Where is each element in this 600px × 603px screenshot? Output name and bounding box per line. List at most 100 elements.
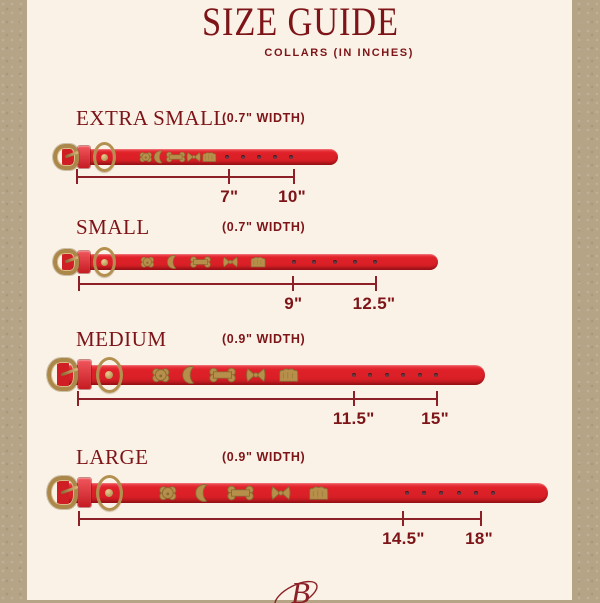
collar-keeper (78, 478, 91, 507)
max-size-label: 15" (421, 409, 449, 428)
tick-mark-min (292, 276, 295, 291)
collar-holes (352, 373, 438, 377)
collar-buckle-icon (47, 476, 78, 509)
collar-hole (257, 155, 261, 159)
collar-hole (273, 155, 277, 159)
collar-hole (352, 260, 357, 264)
collar-hole (490, 491, 495, 495)
collar-keeper (78, 360, 91, 389)
min-size-label: 11.5" (332, 409, 375, 428)
collar-d-ring-icon (93, 247, 116, 277)
size-name: MEDIUM (76, 327, 167, 351)
tick-mark-max (436, 391, 438, 406)
charm-dog-head-icon (139, 152, 152, 163)
charm-bear-icon (308, 486, 328, 500)
collar-hole (439, 491, 444, 495)
collar-hole (241, 155, 245, 159)
size-name: SMALL (76, 215, 150, 239)
max-size-label: 10" (278, 187, 306, 206)
collar-buckle-icon (53, 144, 79, 170)
collar-hole (422, 491, 427, 495)
min-size-label: 7" (220, 187, 239, 206)
charm-bone-icon (227, 485, 255, 501)
charm-crescent-moon-icon (195, 484, 207, 502)
brand-logo-letter: B (291, 575, 310, 603)
charm-bow-icon (222, 256, 238, 268)
collar-keeper (78, 251, 90, 273)
collar-hole (401, 373, 406, 377)
collar-holes (225, 155, 293, 159)
brand-logo: B (274, 575, 318, 603)
charm-crescent-moon-icon (182, 366, 195, 384)
size-name: EXTRA SMALL (76, 106, 227, 130)
collar-hole (405, 491, 409, 495)
charm-bear-icon (250, 256, 266, 268)
width-label: (0.9" WIDTH) (222, 332, 306, 346)
collar-hole (433, 373, 438, 377)
max-size-label: 12.5" (352, 294, 396, 313)
collar-hole (473, 491, 478, 495)
collar-hole (225, 155, 229, 159)
collar-hole (456, 491, 461, 495)
collar-holes (405, 491, 495, 495)
measurement-scale: 9" 12.5" (78, 276, 395, 315)
collar-hole (373, 260, 377, 264)
charm-dog-head-icon (140, 256, 155, 268)
tick-mark-start (78, 276, 80, 291)
collar-strap (63, 149, 338, 165)
collar-charms (157, 484, 330, 502)
min-size-label: 9" (284, 294, 303, 313)
charm-crescent-moon-icon (154, 150, 163, 164)
collar-hole (289, 155, 293, 159)
tick-mark-min (352, 391, 355, 406)
collar-graphic-small (53, 246, 438, 278)
collar-graphic-extra-small (53, 141, 338, 173)
charm-bone-icon (209, 367, 236, 383)
size-row-medium: MEDIUM (0.9" WIDTH) (0, 327, 600, 439)
width-label: (0.9" WIDTH) (222, 450, 306, 464)
min-size-label: 14.5" (382, 529, 425, 548)
tick-mark-start (76, 169, 78, 184)
max-size-label: 18" (465, 529, 493, 548)
size-row-extra-small: EXTRA SMALL (0.7" WIDTH) (0, 106, 600, 218)
collar-d-ring-icon (96, 475, 123, 511)
charm-dog-head-icon (159, 486, 177, 501)
width-label: (0.7" WIDTH) (222, 111, 306, 125)
page-subtitle: COLLARS (IN INCHES) (264, 47, 414, 59)
collar-hole (384, 373, 389, 377)
collar-d-ring-icon (96, 357, 123, 393)
collar-charms (150, 366, 300, 384)
collar-hole (352, 373, 356, 377)
collar-graphic-medium (47, 356, 485, 394)
collar-strap (63, 254, 438, 270)
collar-buckle-icon (53, 249, 79, 275)
collar-charms (139, 255, 267, 269)
measurement-scale: 7" 10" (76, 169, 306, 208)
charm-crescent-moon-icon (167, 255, 177, 269)
collar-hole (332, 260, 337, 264)
charm-bone-icon (190, 256, 212, 268)
collar-hole (312, 260, 317, 264)
tick-mark-max (375, 276, 377, 291)
charm-bear-icon (202, 152, 217, 162)
tick-mark-min (402, 511, 405, 526)
measurement-scale: 11.5" 15" (77, 391, 449, 430)
collar-keeper (78, 146, 90, 168)
charm-bear-icon (278, 368, 298, 382)
collar-charms (138, 150, 218, 164)
width-label: (0.7" WIDTH) (222, 220, 306, 234)
charm-dog-head-icon (152, 368, 170, 383)
measurement-scale: 14.5" 18" (78, 511, 493, 550)
charm-bow-icon (270, 486, 291, 500)
collar-buckle-icon (47, 358, 78, 391)
size-name: LARGE (76, 445, 149, 469)
size-row-small: SMALL (0.7" WIDTH) (0, 215, 600, 327)
collar-strap (57, 483, 548, 503)
collar-graphic-large (47, 474, 548, 512)
charm-bow-icon (246, 368, 266, 382)
tick-mark-max (480, 511, 482, 526)
collar-holes (292, 260, 377, 264)
collar-hole (368, 373, 373, 377)
collar-d-ring-icon (93, 142, 116, 172)
charm-bone-icon (166, 151, 186, 163)
